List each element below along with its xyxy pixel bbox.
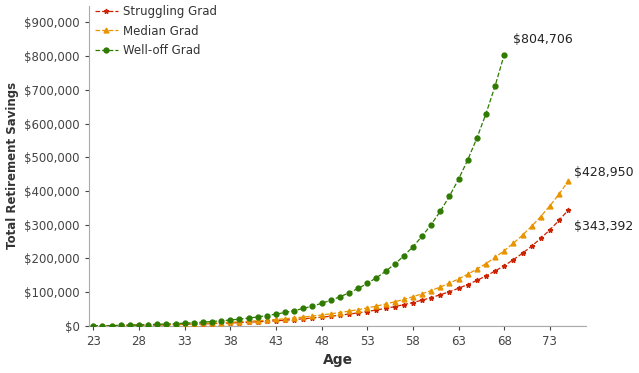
Struggling Grad [364,309,371,314]
Struggling Grad [89,324,97,328]
Well-off Grad [436,209,444,213]
Well-off Grad [445,194,453,198]
X-axis label: Age: Age [323,354,353,367]
Well-off Grad [364,281,371,286]
Well-off Grad [98,323,106,328]
Well-off Grad [226,318,234,322]
Well-off Grad [208,319,216,324]
Well-off Grad [117,323,125,327]
Well-off Grad [409,244,417,249]
Well-off Grad [254,315,261,319]
Well-off Grad [290,308,298,313]
Well-off Grad [89,324,97,328]
Well-off Grad [491,84,499,88]
Well-off Grad [162,322,170,326]
Y-axis label: Total Retirement Savings: Total Retirement Savings [6,82,19,249]
Legend: Struggling Grad, Median Grad, Well-off Grad: Struggling Grad, Median Grad, Well-off G… [95,5,217,57]
Well-off Grad [336,295,344,299]
Well-off Grad [135,323,143,327]
Well-off Grad [281,310,289,315]
Well-off Grad [236,317,243,322]
Well-off Grad [245,316,252,320]
Line: Struggling Grad: Struggling Grad [91,208,571,328]
Median Grad [509,241,517,245]
Well-off Grad [482,112,490,116]
Well-off Grad [327,298,335,303]
Text: $804,706: $804,706 [512,34,573,46]
Median Grad [89,324,97,328]
Well-off Grad [427,222,435,227]
Struggling Grad [455,286,463,291]
Median Grad [373,304,380,308]
Well-off Grad [300,306,307,311]
Well-off Grad [172,322,180,326]
Struggling Grad [391,304,399,309]
Well-off Grad [190,320,197,325]
Line: Well-off Grad: Well-off Grad [91,52,507,328]
Well-off Grad [153,322,161,327]
Well-off Grad [419,234,426,238]
Text: $428,950: $428,950 [574,166,633,179]
Well-off Grad [263,313,271,318]
Well-off Grad [381,269,389,273]
Well-off Grad [126,323,134,327]
Well-off Grad [309,304,316,308]
Well-off Grad [217,319,225,323]
Struggling Grad [373,308,380,312]
Well-off Grad [108,323,116,328]
Well-off Grad [199,320,207,325]
Well-off Grad [318,301,325,305]
Well-off Grad [272,312,280,316]
Text: $343,392: $343,392 [574,220,633,232]
Well-off Grad [345,291,353,295]
Median Grad [217,320,225,325]
Well-off Grad [354,286,362,291]
Well-off Grad [391,262,399,266]
Well-off Grad [181,321,189,325]
Well-off Grad [144,322,152,327]
Well-off Grad [455,177,463,181]
Line: Median Grad: Median Grad [91,179,571,328]
Median Grad [364,306,371,310]
Median Grad [564,179,572,184]
Median Grad [455,277,463,281]
Well-off Grad [500,52,508,57]
Well-off Grad [373,276,380,280]
Well-off Grad [464,158,472,162]
Well-off Grad [400,254,408,258]
Well-off Grad [473,136,481,140]
Median Grad [391,300,399,304]
Struggling Grad [509,257,517,262]
Struggling Grad [564,208,572,212]
Struggling Grad [217,321,225,326]
